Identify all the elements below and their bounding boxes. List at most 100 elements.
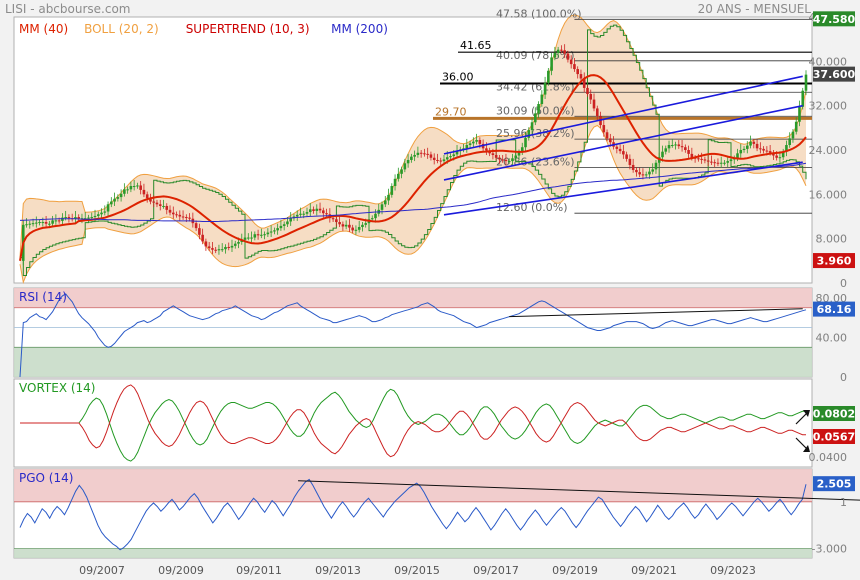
candle-body [93, 215, 97, 218]
candle-body [615, 146, 619, 149]
candle-body [726, 161, 730, 163]
candle-body [51, 220, 54, 224]
candle-body [361, 224, 364, 228]
candle-body [563, 50, 566, 54]
candle-body [250, 237, 253, 239]
candle-body [553, 53, 557, 58]
candle-body [253, 234, 257, 238]
candle-body [341, 224, 345, 227]
candle-body [54, 220, 58, 222]
candle-body [664, 148, 668, 152]
candle-body [315, 208, 319, 211]
candle-body [383, 200, 387, 205]
candle-body [609, 138, 612, 143]
candle-body [654, 162, 658, 170]
fibonacci-level-label: 34.42 (61.8%) [496, 80, 575, 93]
candle-body [348, 224, 351, 228]
candle-body [158, 204, 162, 206]
candle-body [207, 246, 211, 249]
pgo-trendline [298, 480, 860, 501]
candle-body [325, 213, 328, 215]
candle-body [162, 205, 165, 207]
candle-body [273, 230, 276, 232]
candle-body [322, 210, 325, 214]
trend-channel-line [443, 161, 803, 216]
candle-body [595, 108, 599, 117]
vortex-up-arrowhead [803, 410, 810, 417]
candle-body [690, 153, 694, 158]
candle-body [635, 169, 638, 173]
candle-body [625, 154, 628, 159]
candle-body [269, 231, 273, 233]
candle-body [504, 159, 508, 162]
candle-body [204, 241, 208, 247]
candle-body [181, 216, 185, 218]
candle-body [380, 204, 384, 210]
x-tick-label: 09/2009 [158, 564, 204, 577]
candle-body [77, 217, 81, 219]
price-badge-2 [813, 253, 855, 269]
candle-body [126, 189, 129, 191]
candle-body [171, 212, 175, 215]
vortex-plus-line [20, 388, 806, 462]
chart-source-title: LISI - abcbourse.com [5, 2, 131, 16]
candle-body [266, 232, 270, 235]
candle-body [752, 141, 756, 144]
candle-body [168, 209, 172, 213]
candle-body [413, 154, 416, 157]
candle-body [648, 171, 651, 175]
candle-body [455, 151, 459, 155]
candle-body [35, 222, 38, 224]
candle-body [113, 198, 116, 202]
candle-body [38, 222, 41, 224]
candle-body [152, 201, 156, 203]
candle-body [759, 148, 762, 150]
candle-body [282, 224, 286, 226]
candle-body [100, 212, 103, 215]
candle-body [83, 218, 87, 220]
candle-body [778, 157, 782, 159]
candle-body [387, 194, 390, 201]
candle-body [155, 202, 159, 205]
candle-body [566, 53, 570, 60]
candle-body [335, 219, 338, 223]
candle-body [762, 148, 765, 151]
rsi-oversold-zone [14, 347, 812, 377]
vortex-minus-line [20, 384, 806, 458]
candle-body [749, 141, 752, 146]
x-tick-label: 09/2007 [79, 564, 125, 577]
candle-body [230, 245, 234, 248]
candle-body [485, 148, 488, 151]
pgo-badge-label: 2.505 [817, 478, 852, 491]
ma40-line [19, 74, 807, 261]
candle-body [28, 223, 32, 225]
candle-body [765, 150, 769, 152]
pgo-badge [813, 476, 855, 492]
candle-body [142, 189, 146, 195]
candle-body [165, 205, 169, 210]
candle-body [390, 186, 394, 195]
rsi-badge [813, 301, 855, 317]
candle-body [641, 174, 645, 176]
bollinger-lower-line [19, 124, 807, 284]
price-badge-0-label: 47.580 [813, 13, 856, 26]
candle-body [452, 154, 456, 157]
candle-body [530, 122, 534, 131]
candle-body [201, 234, 204, 242]
candle-body [312, 209, 315, 211]
chart-period: 20 ANS - MENSUEL [697, 2, 811, 16]
vortex-minus-badge-label: 0.0567 [813, 431, 855, 444]
candle-body [318, 208, 322, 211]
rsi-line [19, 293, 807, 378]
price-badge-0 [813, 11, 855, 27]
candle-body [445, 157, 449, 160]
candle-body [123, 189, 126, 194]
pgo-line [19, 478, 807, 551]
rsi-overbought-zone [14, 288, 812, 308]
candle-body [25, 224, 28, 226]
candle-body [344, 224, 348, 227]
candle-body [224, 246, 227, 250]
candle-body [736, 153, 739, 159]
candle-body [429, 154, 433, 158]
candle-body [178, 214, 182, 217]
